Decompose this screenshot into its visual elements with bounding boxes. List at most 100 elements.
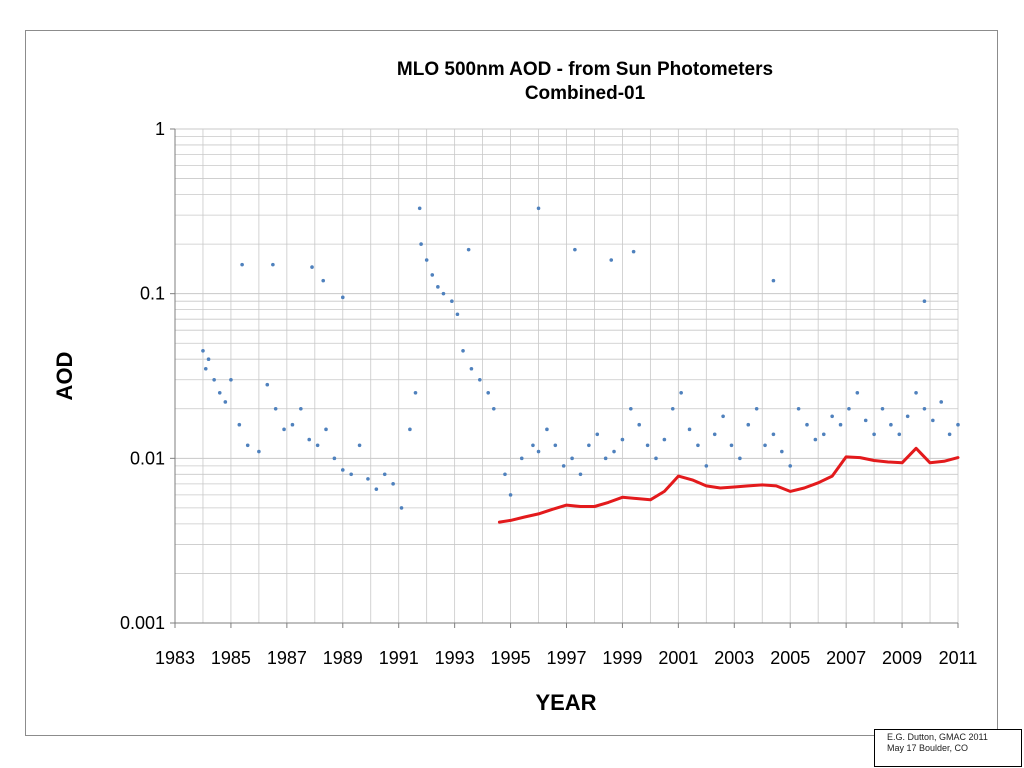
data-point — [696, 443, 700, 447]
y-tick-label: 0.01 — [130, 448, 165, 468]
data-point — [847, 407, 851, 411]
x-tick-label: 2001 — [658, 648, 698, 668]
data-point — [201, 349, 205, 353]
data-point — [509, 493, 513, 497]
axes: 1983 1985 1987 1989 1991 1993 1995 1997 1999 2001… — [120, 119, 977, 668]
data-point — [738, 457, 742, 461]
data-point — [573, 248, 577, 252]
data-point — [595, 432, 599, 436]
data-point — [419, 242, 423, 246]
data-point — [291, 423, 295, 427]
data-point — [939, 400, 943, 404]
x-tick-label: 1997 — [546, 648, 586, 668]
data-point — [537, 450, 541, 454]
x-tick-label: 1989 — [323, 648, 363, 668]
x-tick-label: 1983 — [155, 648, 195, 668]
data-point — [637, 423, 641, 427]
data-point — [391, 482, 395, 486]
x-tick-label: 1991 — [379, 648, 419, 668]
data-point — [923, 299, 927, 303]
data-point — [554, 443, 558, 447]
data-point — [229, 378, 233, 382]
x-tick-label: 2003 — [714, 648, 754, 668]
data-point — [383, 472, 387, 476]
data-point — [240, 263, 244, 267]
data-point — [341, 296, 345, 300]
y-tick-label: 0.001 — [120, 613, 165, 633]
data-point — [467, 248, 471, 252]
data-point — [461, 349, 465, 353]
data-point — [839, 423, 843, 427]
data-point — [931, 419, 935, 423]
credit-line-2: May 17 Boulder, CO — [887, 743, 1021, 754]
data-point — [705, 464, 709, 468]
data-point — [425, 258, 429, 262]
data-point — [906, 414, 910, 418]
data-point — [324, 428, 328, 432]
data-point — [755, 407, 759, 411]
data-point — [282, 428, 286, 432]
x-tick-label: 2011 — [939, 648, 978, 668]
y-tick-label: 0.1 — [140, 284, 165, 304]
data-point — [408, 428, 412, 432]
data-point — [442, 292, 446, 296]
data-point — [629, 407, 633, 411]
data-point — [316, 443, 320, 447]
data-point — [822, 432, 826, 436]
data-point — [341, 468, 345, 472]
credit-box: E.G. Dutton, GMAC 2011 May 17 Boulder, C… — [874, 729, 1022, 767]
data-point — [805, 423, 809, 427]
data-point — [609, 258, 613, 262]
data-point — [788, 464, 792, 468]
data-point — [746, 423, 750, 427]
data-point — [632, 250, 636, 254]
data-point — [486, 391, 490, 395]
data-point — [881, 407, 885, 411]
data-point — [310, 265, 314, 269]
baseline-line — [499, 448, 958, 522]
data-point — [579, 472, 583, 476]
data-point — [646, 443, 650, 447]
data-point — [358, 443, 362, 447]
data-point — [218, 391, 222, 395]
data-point — [265, 383, 269, 387]
x-axis-label: YEAR — [535, 690, 596, 715]
data-point — [400, 506, 404, 510]
data-point — [492, 407, 496, 411]
x-tick-label: 2007 — [826, 648, 866, 668]
data-point — [204, 367, 208, 371]
data-point — [430, 273, 434, 277]
data-point — [772, 279, 776, 283]
data-point — [257, 450, 261, 454]
x-tick-label: 1993 — [435, 648, 475, 668]
data-point — [246, 443, 250, 447]
data-point — [238, 423, 242, 427]
data-point — [587, 443, 591, 447]
data-point — [414, 391, 418, 395]
data-point — [772, 432, 776, 436]
data-point — [520, 457, 524, 461]
data-point — [307, 438, 311, 442]
data-point — [436, 285, 440, 289]
data-point — [730, 443, 734, 447]
data-point — [814, 438, 818, 442]
data-point — [274, 407, 278, 411]
data-point — [897, 432, 901, 436]
data-point — [562, 464, 566, 468]
y-axis-label: AOD — [52, 352, 77, 401]
x-tick-label: 1985 — [211, 648, 251, 668]
data-point — [299, 407, 303, 411]
data-point — [604, 457, 608, 461]
x-tick-label: 1995 — [491, 648, 531, 668]
data-point — [212, 378, 216, 382]
data-point — [349, 472, 353, 476]
data-point — [503, 472, 507, 476]
data-point — [713, 432, 717, 436]
data-point — [612, 450, 616, 454]
data-point — [679, 391, 683, 395]
credit-line-1: E.G. Dutton, GMAC 2011 — [887, 732, 1021, 743]
data-point — [224, 400, 228, 404]
data-point — [545, 428, 549, 432]
data-point — [956, 423, 960, 427]
data-point — [830, 414, 834, 418]
